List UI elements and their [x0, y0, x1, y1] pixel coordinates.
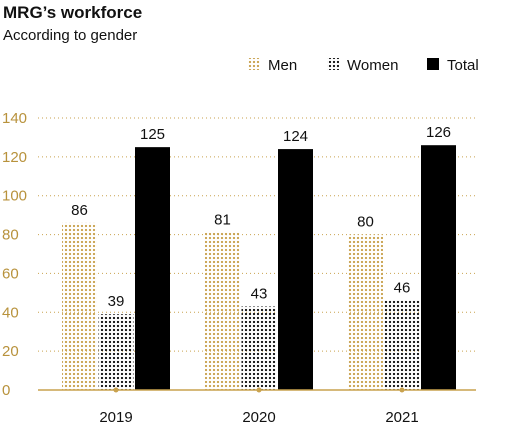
bar-men-2021 [348, 234, 383, 390]
legend-item-women: Women [327, 57, 398, 74]
data-label-men-2020: 81 [214, 212, 231, 229]
legend-item-total: Total [427, 57, 479, 74]
y-tick-label: 0 [2, 382, 10, 399]
legend-swatch-women [327, 58, 339, 70]
data-label-men-2021: 80 [357, 214, 374, 231]
y-tick-label: 60 [2, 265, 19, 282]
x-tick-label-2021: 2021 [385, 409, 418, 426]
y-tick-label: 100 [2, 188, 27, 205]
bar-total-2021 [421, 145, 456, 390]
legend-swatch-men [248, 58, 260, 70]
x-tick-label-2020: 2020 [242, 409, 275, 426]
y-tick-label: 140 [2, 110, 27, 127]
x-tick-marker [113, 387, 119, 393]
data-label-total-2019: 125 [140, 126, 165, 143]
legend-swatch-total [427, 58, 439, 70]
x-tick-marker [399, 387, 405, 393]
x-tick-label-2019: 2019 [99, 409, 132, 426]
bar-men-2019 [62, 222, 97, 390]
legend-label-men: Men [268, 57, 297, 74]
bar-total-2020 [278, 149, 313, 390]
y-axis: 0 20 40 60 80 100 120 140 [2, 110, 27, 399]
legend-label-women: Women [347, 57, 398, 74]
legend: Men Women Total [248, 57, 479, 74]
chart-title: MRG’s workforce [3, 3, 142, 22]
y-tick-label: 40 [2, 304, 19, 321]
legend-label-total: Total [447, 57, 479, 74]
bar-women-2019 [98, 314, 134, 390]
bar-men-2020 [205, 232, 240, 390]
bars: 86 39 125 81 43 124 80 46 126 [62, 124, 456, 390]
bar-total-2019 [135, 147, 170, 390]
data-label-women-2020: 43 [251, 285, 268, 302]
chart-subtitle: According to gender [3, 27, 137, 44]
data-label-total-2021: 126 [426, 124, 451, 141]
y-tick-label: 80 [2, 227, 19, 244]
y-tick-label: 120 [2, 149, 27, 166]
data-label-men-2019: 86 [71, 202, 88, 219]
x-tick-marker [256, 387, 262, 393]
data-label-total-2020: 124 [283, 128, 308, 145]
bar-women-2020 [241, 306, 277, 390]
data-label-women-2021: 46 [394, 280, 411, 297]
x-axis: 2019 2020 2021 [38, 387, 476, 426]
legend-item-men: Men [248, 57, 297, 74]
data-label-women-2019: 39 [108, 293, 125, 310]
y-tick-label: 20 [2, 343, 19, 360]
bar-women-2021 [384, 300, 420, 390]
